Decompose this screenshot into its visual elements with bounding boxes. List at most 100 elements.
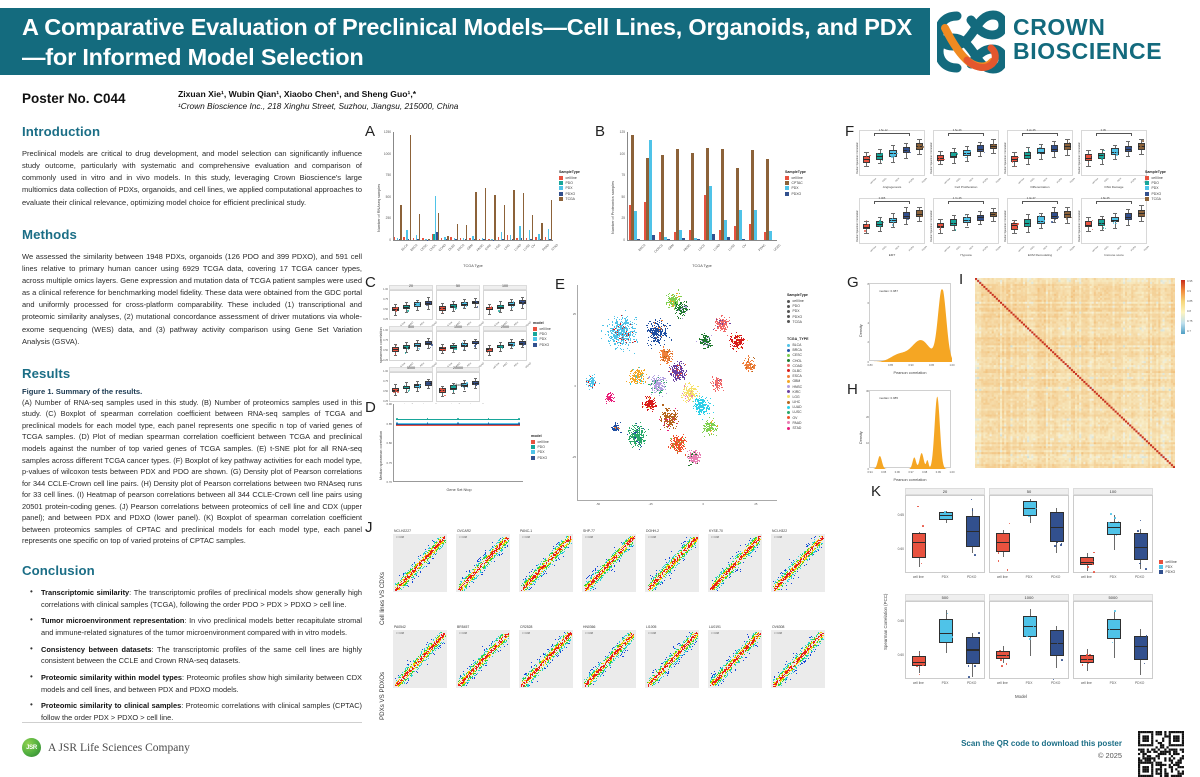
tsne-point (634, 323, 635, 324)
tsne-point (651, 341, 652, 342)
data-point (511, 343, 512, 344)
whisker-cap (521, 339, 525, 340)
legend-label: PDXO (1152, 192, 1162, 196)
panel-e-label: E (555, 277, 565, 292)
tsne-point (688, 392, 689, 393)
tsne-point (648, 377, 649, 378)
significance-bar (948, 133, 984, 136)
whisker-cap (474, 348, 478, 349)
tsne-point (677, 376, 678, 377)
tsne-point (703, 413, 704, 414)
tsne-point (663, 413, 664, 414)
x-tick-label: LGG (494, 243, 501, 250)
tsne-point (643, 376, 644, 377)
facet-panel (436, 290, 480, 320)
x-tick-label: STAD (551, 243, 560, 252)
tsne-point (630, 342, 631, 343)
facet-label: ECM Remodeling (1007, 253, 1073, 257)
whisker-cap (978, 156, 982, 157)
significance-bar (1096, 133, 1132, 136)
data-point (879, 221, 880, 222)
bar (438, 213, 439, 240)
tsne-point (683, 363, 684, 364)
x-tick-label: PDXO (983, 178, 989, 184)
tsne-point (698, 412, 699, 413)
tsne-point (665, 378, 666, 379)
tsne-point (665, 386, 666, 387)
poster-number: Poster No. C044 (22, 91, 126, 106)
tsne-point (645, 403, 646, 404)
tsne-point (715, 390, 716, 391)
data-point (477, 306, 478, 307)
tsne-point (620, 422, 621, 423)
tsne-point (633, 437, 634, 438)
y-tick: 1.00 (378, 370, 388, 373)
tsne-point (601, 330, 602, 331)
tsne-point (675, 302, 676, 303)
whisker-cap (1052, 141, 1056, 142)
panel-b-legend: SampleTypecell lineCPTACPDXPDXO (785, 170, 806, 197)
bar (532, 215, 533, 240)
whisker-cap (952, 163, 956, 164)
tsne-point (595, 383, 596, 384)
y-tick: 0.90 (381, 402, 392, 406)
data-point (891, 156, 892, 157)
legend-swatch (533, 327, 537, 331)
tsne-point (586, 378, 587, 379)
tsne-point (643, 383, 644, 384)
tsne-point (677, 450, 678, 451)
tsne-point (675, 370, 676, 371)
qr-code-icon[interactable] (1138, 731, 1184, 777)
tsne-point (685, 313, 686, 314)
tsne-point (749, 368, 750, 369)
data-point (1038, 153, 1039, 154)
tsne-point (616, 341, 617, 342)
whisker-cap (938, 219, 942, 220)
tsne-point (613, 340, 614, 341)
tsne-point (612, 321, 613, 322)
tsne-point (686, 402, 687, 403)
tsne-point (685, 309, 686, 310)
tsne-point (713, 405, 714, 406)
tsne-point (644, 441, 645, 442)
tsne-point (613, 394, 614, 395)
tsne-point (650, 407, 651, 408)
whisker-cap (878, 149, 882, 150)
tsne-point (632, 370, 633, 371)
tsne-point (684, 446, 685, 447)
tsne-point (635, 441, 636, 442)
bar (460, 238, 461, 240)
tsne-point (635, 334, 636, 335)
series-point (457, 418, 459, 420)
legend-swatch (533, 337, 537, 341)
tsne-point (670, 298, 671, 299)
tsne-point (636, 324, 637, 325)
tsne-point (747, 340, 748, 341)
x-tick-label: LUAD (713, 243, 722, 252)
tsne-point (638, 434, 639, 435)
tsne-point (652, 404, 653, 405)
tsne-point (743, 362, 744, 363)
tsne-point (685, 398, 686, 399)
x-tick-label: GBM (466, 243, 474, 251)
tsne-point (617, 423, 618, 424)
tsne-point (687, 386, 688, 387)
series-line (396, 425, 520, 426)
tsne-point (668, 307, 669, 308)
data-point (957, 153, 958, 154)
tsne-point (666, 303, 667, 304)
tsne-point (705, 411, 706, 412)
tsne-point (748, 367, 749, 368)
data-point (512, 346, 513, 347)
whisker-cap (510, 299, 514, 300)
tsne-point (667, 422, 668, 423)
tsne-point (713, 429, 714, 430)
tsne-point (731, 333, 732, 334)
tsne-point (679, 450, 680, 451)
conclusion-heading: Conclusion (22, 563, 362, 578)
x-tick-label: BLCA (400, 243, 409, 252)
legend-swatch (1145, 197, 1149, 201)
data-point (456, 348, 457, 349)
x-tick-label: PDX (895, 246, 900, 251)
tsne-point (665, 389, 666, 390)
